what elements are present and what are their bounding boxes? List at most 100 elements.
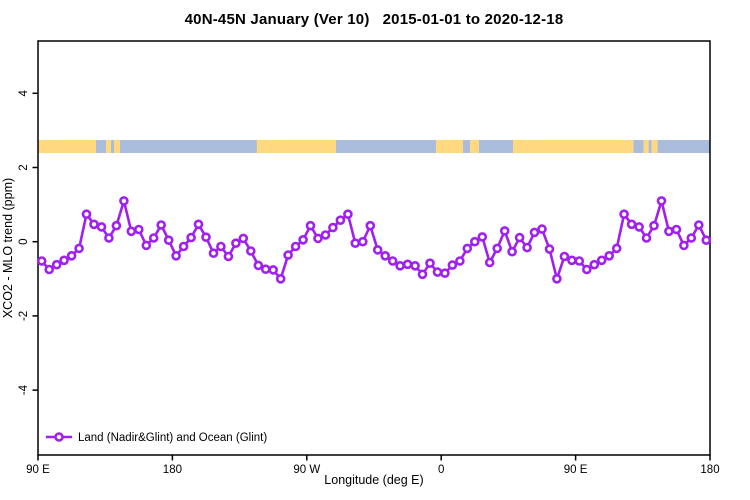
band-segment-ocean bbox=[648, 140, 652, 154]
data-point-marker bbox=[619, 209, 629, 219]
data-point-marker bbox=[51, 259, 62, 270]
band-segment-land bbox=[114, 140, 120, 154]
legend: Land (Nadir&Glint) and Ocean (Glint) bbox=[46, 432, 267, 444]
data-point-marker bbox=[372, 245, 383, 255]
data-point-marker bbox=[335, 215, 346, 225]
data-point-marker bbox=[626, 219, 637, 230]
data-point-marker bbox=[126, 226, 137, 237]
y-axis: -4 -2 0 2 4 bbox=[18, 90, 38, 395]
y-axis-title: XCO2 - MLO trend (ppm) bbox=[1, 178, 15, 318]
data-point-marker bbox=[156, 220, 166, 230]
data-point-marker bbox=[514, 232, 525, 243]
data-point-marker bbox=[343, 209, 353, 219]
data-point-marker bbox=[581, 264, 592, 275]
data-point-marker bbox=[59, 255, 69, 266]
data-point-marker bbox=[171, 251, 181, 261]
data-point-marker bbox=[492, 243, 503, 254]
data-point-marker bbox=[410, 260, 420, 271]
data-point-marker bbox=[365, 220, 376, 231]
data-point-marker bbox=[656, 196, 667, 206]
legend-marker-icon bbox=[54, 432, 64, 442]
x-tick-label: 0 bbox=[438, 464, 444, 476]
data-point-marker bbox=[604, 251, 615, 261]
data-point-marker bbox=[529, 227, 540, 238]
band-segment-land bbox=[256, 140, 336, 154]
y-tick-label: -2 bbox=[18, 311, 30, 321]
data-point-marker bbox=[231, 238, 241, 248]
legend-label: Land (Nadir&Glint) and Ocean (Glint) bbox=[78, 432, 267, 444]
data-point-marker bbox=[567, 255, 577, 266]
data-point-marker bbox=[574, 256, 585, 266]
data-point-marker bbox=[357, 236, 368, 247]
data-point-marker bbox=[425, 258, 435, 269]
band-segment-ocean bbox=[463, 140, 471, 154]
data-point-marker bbox=[544, 244, 555, 254]
data-point-marker bbox=[36, 256, 47, 266]
data-point-marker bbox=[701, 235, 712, 245]
data-point-marker bbox=[484, 257, 495, 268]
data-point-marker bbox=[134, 224, 144, 235]
data-point-marker bbox=[66, 251, 77, 261]
data-point-marker bbox=[559, 251, 570, 262]
data-point-marker bbox=[552, 273, 562, 284]
band-segment-ocean bbox=[657, 140, 710, 154]
x-axis: 90 E 180 90 W 0 90 E 180 bbox=[26, 455, 720, 476]
data-point-marker bbox=[589, 259, 600, 270]
data-point-marker bbox=[634, 222, 644, 232]
data-point-marker bbox=[141, 240, 152, 251]
data-point-marker bbox=[641, 233, 652, 243]
data-point-marker bbox=[507, 246, 517, 257]
x-tick-label: 90 E bbox=[26, 464, 50, 476]
data-point-marker bbox=[111, 220, 122, 231]
data-point-marker bbox=[693, 220, 704, 230]
data-point-marker bbox=[440, 268, 450, 279]
chart-title: 40N-45N January (Ver 10) 2015-01-01 to 2… bbox=[184, 11, 564, 28]
data-point-marker bbox=[305, 220, 316, 231]
data-point-marker bbox=[402, 259, 413, 270]
band-segment-land bbox=[105, 140, 112, 154]
data-point-marker bbox=[469, 236, 480, 247]
data-point-marker bbox=[380, 251, 391, 261]
y-tick-label: -4 bbox=[18, 384, 30, 395]
y-tick-label: 4 bbox=[18, 90, 30, 97]
plot-border bbox=[37, 40, 711, 456]
data-point-marker bbox=[268, 265, 279, 275]
data-point-marker bbox=[216, 241, 226, 252]
y-tick-label: 2 bbox=[18, 164, 30, 170]
surface-type-band bbox=[38, 140, 710, 154]
band-segment-land bbox=[38, 140, 96, 154]
data-point-marker bbox=[537, 224, 547, 234]
data-point-marker bbox=[596, 255, 607, 266]
data-point-marker bbox=[238, 233, 249, 244]
series-line bbox=[40, 199, 708, 281]
band-segment-ocean bbox=[633, 140, 644, 154]
data-point-marker bbox=[350, 238, 361, 248]
data-point-marker bbox=[89, 219, 99, 230]
series-markers bbox=[36, 196, 712, 284]
data-point-marker bbox=[246, 246, 256, 256]
band-segment-land bbox=[513, 140, 634, 154]
data-point-marker bbox=[208, 248, 219, 258]
data-point-marker bbox=[320, 230, 331, 240]
band-segment-ocean bbox=[478, 140, 514, 154]
data-point-marker bbox=[679, 240, 689, 251]
data-point-marker bbox=[686, 233, 697, 243]
data-point-marker bbox=[522, 242, 532, 253]
band-segment-land bbox=[435, 140, 464, 154]
band-segment-land bbox=[651, 140, 658, 154]
data-point-marker bbox=[417, 269, 428, 280]
data-point-marker bbox=[148, 233, 159, 243]
data-point-marker bbox=[664, 226, 674, 237]
data-point-marker bbox=[395, 260, 405, 271]
data-point-marker bbox=[283, 250, 293, 260]
x-tick-label: 180 bbox=[163, 464, 182, 476]
x-tick-label: 180 bbox=[700, 464, 719, 476]
data-point-marker bbox=[104, 233, 114, 243]
data-point-marker bbox=[275, 273, 286, 284]
data-point-marker bbox=[186, 232, 196, 243]
y-tick-label: 0 bbox=[18, 238, 30, 244]
data-point-marker bbox=[313, 233, 323, 244]
data-point-marker bbox=[253, 260, 264, 271]
